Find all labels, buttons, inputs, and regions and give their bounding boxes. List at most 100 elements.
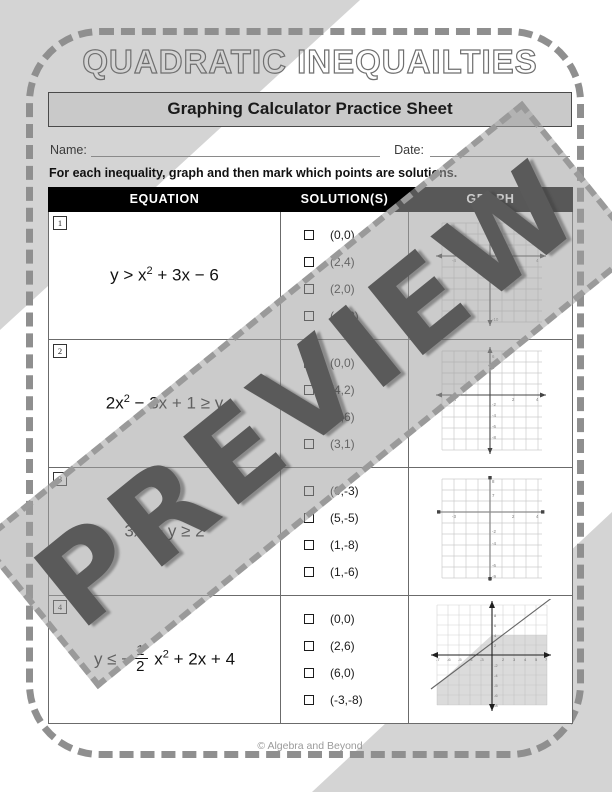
checkbox-icon[interactable] [304,385,314,396]
svg-text:-2: -2 [492,402,496,407]
column-header-solutions: SOLUTION(S) [280,187,409,213]
equation-rhs: + y ≥ 2 [148,522,205,542]
graph-cell[interactable]: -7 -6 -5 -4 -3 2 3 4 5 7 [408,595,573,725]
list-item[interactable]: (3,1) [304,431,407,458]
solutions-cell: (0,0) (2,6) (6,0) (-3,-8) [280,595,409,725]
svg-text:-10: -10 [492,317,499,322]
svg-text:6: 6 [494,623,497,628]
list-item[interactable]: (0,0) [304,606,407,633]
svg-text:-3: -3 [452,514,456,519]
graph-cell[interactable]: -4 2 4 6 4 -4 -10 [408,211,573,341]
coordinate-grid[interactable]: -4 2 4 6 4 -4 -10 [432,217,550,329]
solution-label: (3,1) [330,437,355,452]
solution-label: (6,0) [330,666,355,681]
list-item[interactable]: (2,0) [304,276,407,303]
svg-text:7: 7 [545,657,548,662]
fraction-numerator: 1 [136,642,145,659]
column-header-equation: EQUATION [48,187,281,213]
solution-label: (2,6) [330,639,355,654]
practice-table: EQUATION SOLUTION(S) GRAPH 1 y > x2 + 3x… [48,187,573,725]
equation-text: y ≤ −1 2 x2 + 2x + 4 [50,642,279,676]
grid-svg: -7 -6 -5 -4 -3 2 3 4 5 7 [430,596,553,712]
coordinate-grid[interactable]: -4 2 4 6 4 -2 -4 -6 -8 [432,345,550,457]
checkbox-icon[interactable] [304,358,314,369]
coordinate-grid[interactable]: -3 2 4 8 7 -2 -4 -6 -9 [432,473,550,585]
list-item[interactable]: (4,2) [304,377,407,404]
solution-label: (2,0) [330,282,355,297]
solution-label: (-3,-8) [330,693,363,708]
list-item[interactable]: (0,0) [304,222,407,249]
svg-text:7: 7 [492,493,495,498]
svg-text:2: 2 [512,514,515,519]
checkbox-icon[interactable] [304,540,314,551]
solution-label: (5,-5) [330,511,359,526]
checkbox-icon[interactable] [304,695,314,706]
name-input-line[interactable] [90,145,381,158]
list-item[interactable]: (2,4) [304,249,407,276]
equation-mid: x [149,649,163,669]
equation-cell: 2 2x2 − 3x + 1 ≥ y [48,339,281,469]
graph-cell[interactable]: -3 2 4 8 7 -2 -4 -6 -9 [408,467,573,597]
solution-label: (2,4) [330,255,355,270]
row-number-badge: 2 [53,344,67,359]
table-row: 4 y ≤ −1 2 x2 + 2x + 4 (0,0) (2,6) (6,0) … [48,595,573,725]
list-item[interactable]: (-2,2) [304,303,407,330]
equation-lhs: 3x [124,522,143,542]
date-label: Date: [394,143,424,158]
checkbox-icon[interactable] [304,257,314,268]
checkbox-icon[interactable] [304,641,314,652]
checkbox-icon[interactable] [304,284,314,295]
name-label: Name: [50,143,87,158]
svg-text:-4: -4 [452,397,456,402]
solution-label: (0,0) [330,356,355,371]
equation-rhs: + 3x − 6 [152,266,219,286]
checkbox-icon[interactable] [304,668,314,679]
checkbox-icon[interactable] [304,567,314,578]
svg-text:-2: -2 [492,529,496,534]
solutions-cell: (0,0) (4,2) (1,6) (3,1) [280,339,409,469]
equation-text: 3x2 + y ≥ 2 [50,521,279,542]
list-item[interactable]: (0,0) [304,350,407,377]
checkbox-icon[interactable] [304,439,314,450]
date-input-line[interactable] [430,145,570,158]
coordinate-grid[interactable]: -7 -6 -5 -4 -3 2 3 4 5 7 [429,596,553,715]
solution-choice-list: (0,0) (4,2) (1,6) (3,1) [282,344,407,464]
list-item[interactable]: (1,-6) [304,559,407,586]
equation-cell: 3 3x2 + y ≥ 2 [48,467,281,597]
list-item[interactable]: (0,-3) [304,478,407,505]
page-title: QUADRATIC INEQUAILTIES [82,43,538,81]
equation-text: y > x2 + 3x − 6 [50,265,279,286]
checkbox-icon[interactable] [304,614,314,625]
list-item[interactable]: (2,6) [304,633,407,660]
svg-text:-7: -7 [436,657,440,662]
list-item[interactable]: (6,0) [304,660,407,687]
svg-text:-9: -9 [492,574,496,579]
grid-svg: -3 2 4 8 7 -2 -4 -6 -9 [436,476,544,582]
checkbox-icon[interactable] [304,230,314,241]
svg-text:2: 2 [512,258,515,263]
svg-text:4: 4 [536,397,539,402]
row-number-badge: 3 [53,472,67,487]
grid-svg: -4 2 4 6 4 -2 -4 -6 -8 [435,347,546,455]
svg-text:-6: -6 [492,563,496,568]
list-item[interactable]: (1,-8) [304,532,407,559]
svg-text:-6: -6 [447,657,451,662]
checkbox-icon[interactable] [304,513,314,524]
name-date-row: Name: Date: [48,143,572,158]
row-number-badge: 4 [53,600,67,615]
svg-text:-4: -4 [492,273,496,278]
svg-text:6: 6 [492,226,495,231]
checkbox-icon[interactable] [304,412,314,423]
checkbox-icon[interactable] [304,486,314,497]
svg-text:4: 4 [492,365,495,370]
svg-text:-8: -8 [492,435,496,440]
list-item[interactable]: (5,-5) [304,505,407,532]
list-item[interactable]: (-3,-8) [304,687,407,714]
list-item[interactable]: (1,6) [304,404,407,431]
checkbox-icon[interactable] [304,311,314,322]
equation-cell: 4 y ≤ −1 2 x2 + 2x + 4 [48,595,281,725]
solution-label: (1,6) [330,410,355,425]
row-number-badge: 1 [53,216,67,231]
graph-cell[interactable]: -4 2 4 6 4 -2 -4 -6 -8 [408,339,573,469]
